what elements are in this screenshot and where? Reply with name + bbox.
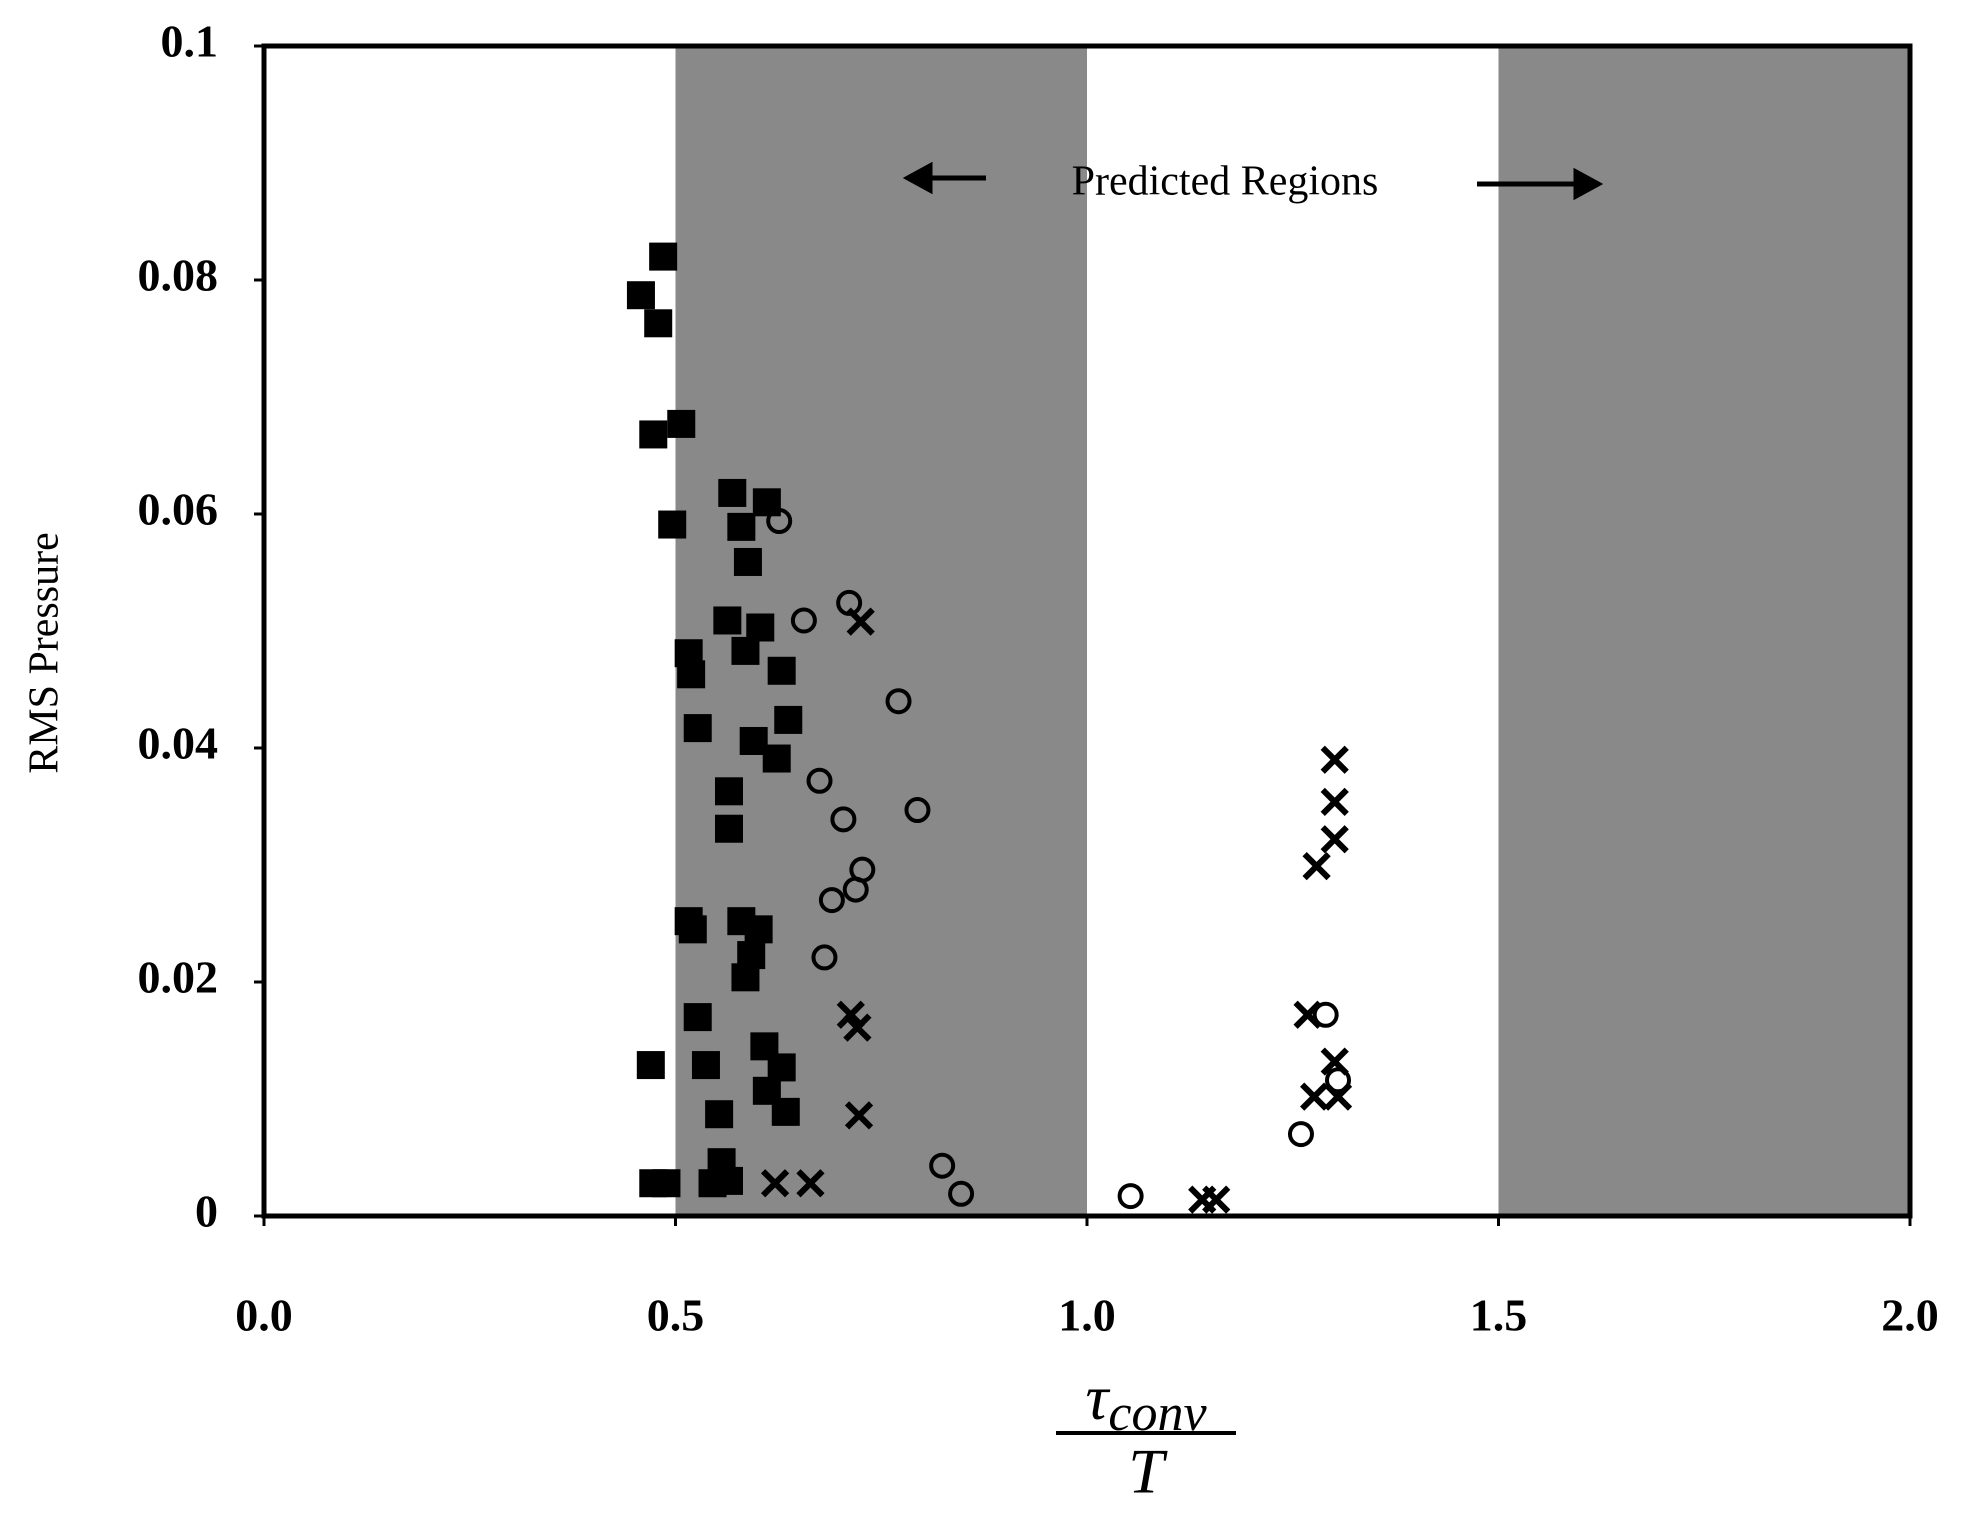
cross-point bbox=[1302, 852, 1331, 881]
circle-point bbox=[1287, 1121, 1314, 1148]
y-tick-label: 0.04 bbox=[138, 718, 219, 769]
circle-point bbox=[818, 887, 845, 914]
square-point bbox=[714, 1166, 743, 1195]
cross-point bbox=[1202, 1185, 1231, 1214]
cross-point bbox=[1293, 1000, 1322, 1029]
circle-point bbox=[1312, 1001, 1339, 1028]
x-axis-label: τconv bbox=[1085, 1362, 1207, 1442]
y-tick-label: 0 bbox=[195, 1186, 218, 1237]
x-tick-label: 0.5 bbox=[647, 1290, 705, 1341]
shaded-region bbox=[1498, 46, 1910, 1216]
circle-point bbox=[790, 607, 817, 634]
square-point bbox=[658, 510, 687, 539]
square-point bbox=[683, 714, 712, 743]
square-point bbox=[714, 814, 743, 843]
cross-point bbox=[846, 607, 875, 636]
circle-point bbox=[766, 508, 793, 535]
square-point bbox=[713, 606, 742, 635]
shaded-region bbox=[675, 46, 1087, 1216]
x-tick-label: 2.0 bbox=[1881, 1290, 1939, 1341]
square-point bbox=[746, 613, 775, 642]
x-label-numerator: τ bbox=[1085, 1362, 1110, 1433]
y-axis-label: RMS Pressure bbox=[22, 532, 68, 774]
square-point bbox=[718, 478, 747, 507]
cross-point bbox=[1320, 825, 1349, 854]
square-point bbox=[767, 1053, 796, 1082]
square-point bbox=[771, 1097, 800, 1126]
square-point bbox=[652, 1169, 681, 1198]
cross-point bbox=[1323, 1082, 1353, 1111]
circle-point bbox=[806, 767, 833, 794]
y-tick-label: 0.1 bbox=[161, 16, 219, 67]
x-tick-label: 1.0 bbox=[1058, 1290, 1116, 1341]
square-point bbox=[762, 744, 791, 773]
square-point bbox=[731, 636, 760, 665]
square-point bbox=[649, 242, 678, 271]
square-point bbox=[767, 656, 796, 685]
cross-point bbox=[1320, 745, 1349, 774]
cross-point bbox=[1300, 1082, 1329, 1111]
cross-point bbox=[1320, 1047, 1349, 1076]
annotation: Predicted Regions bbox=[1072, 159, 1379, 205]
circle-point bbox=[830, 806, 857, 833]
y-tick-label: 0.06 bbox=[138, 484, 219, 535]
circle-point bbox=[929, 1152, 956, 1179]
arrow-left-head bbox=[902, 161, 933, 195]
circle-point bbox=[811, 944, 838, 971]
square-point bbox=[639, 420, 668, 449]
x-label-denominator: T bbox=[1128, 1436, 1168, 1507]
circle-point bbox=[842, 876, 869, 903]
cross-point bbox=[760, 1169, 790, 1198]
shade-layer bbox=[675, 46, 1910, 1216]
square-point bbox=[677, 660, 706, 689]
cross-point bbox=[1320, 787, 1349, 816]
square-point bbox=[714, 777, 743, 806]
square-point bbox=[644, 309, 673, 338]
cross-point bbox=[844, 1101, 874, 1130]
annotation-arrows bbox=[902, 161, 1604, 201]
square-point bbox=[691, 1051, 720, 1080]
circle-point bbox=[1117, 1183, 1144, 1210]
square-point bbox=[705, 1100, 734, 1129]
y-tick-label: 0.08 bbox=[138, 250, 219, 301]
square-point bbox=[683, 1003, 712, 1032]
square-point bbox=[733, 547, 762, 576]
cross-point bbox=[796, 1169, 825, 1198]
circle-point bbox=[948, 1180, 975, 1207]
square-point bbox=[774, 705, 803, 734]
square-point bbox=[744, 915, 773, 944]
circle-point bbox=[1325, 1067, 1352, 1094]
x-tick-label: 1.5 bbox=[1470, 1290, 1528, 1341]
square-point bbox=[727, 512, 756, 541]
square-point bbox=[626, 281, 655, 310]
arrow-right-head bbox=[1573, 167, 1604, 201]
cross-point bbox=[843, 1013, 872, 1042]
y-tick-label: 0.02 bbox=[138, 952, 219, 1003]
x-tick-label: 0.0 bbox=[235, 1290, 293, 1341]
circle-point bbox=[885, 688, 912, 715]
square-point bbox=[678, 915, 707, 944]
circle-point bbox=[904, 797, 931, 824]
square-point bbox=[731, 963, 760, 992]
square-point bbox=[636, 1051, 665, 1080]
square-point bbox=[667, 409, 696, 438]
